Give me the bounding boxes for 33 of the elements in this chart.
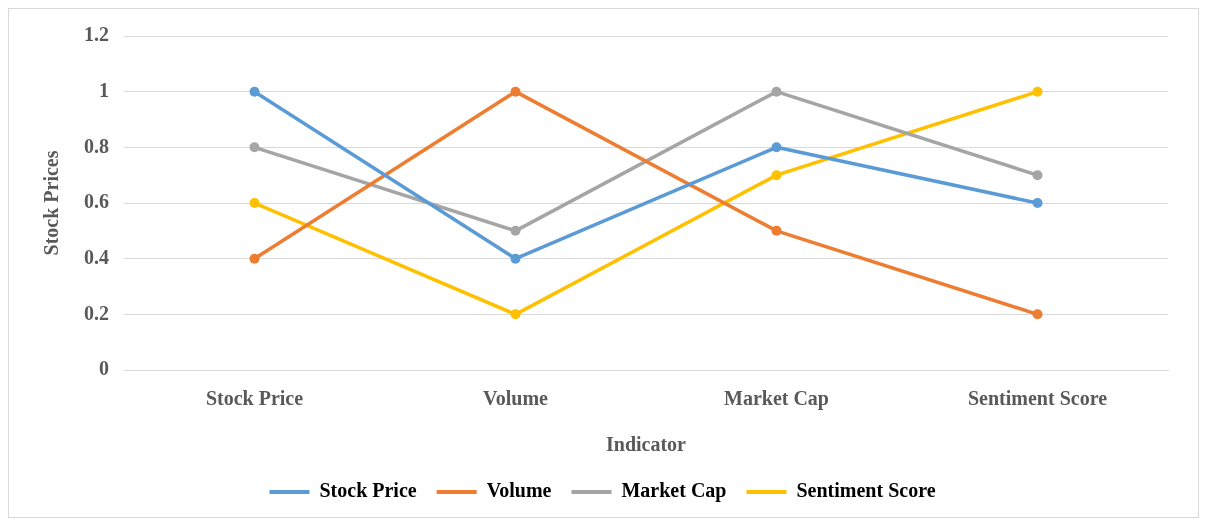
y-tick-label: 0.2 bbox=[84, 301, 109, 324]
y-tick-label: 0.8 bbox=[84, 134, 109, 157]
point bbox=[249, 198, 260, 208]
y-tick-label: 0.4 bbox=[84, 245, 109, 268]
y-tick-label: 1.2 bbox=[84, 23, 109, 46]
point bbox=[771, 142, 782, 153]
legend-label: Volume bbox=[486, 479, 552, 502]
point bbox=[510, 86, 521, 97]
y-tick-label: 1 bbox=[99, 78, 109, 101]
x-axis-title: Indicator bbox=[606, 433, 687, 456]
point bbox=[510, 225, 521, 236]
x-tick-label: Market Cap bbox=[724, 387, 829, 411]
legend-label: Stock Price bbox=[319, 479, 417, 502]
y-axis-title: Stock Prices bbox=[40, 150, 63, 256]
point bbox=[249, 253, 260, 264]
point bbox=[771, 170, 782, 181]
point bbox=[249, 142, 260, 153]
x-tick-label: Volume bbox=[483, 387, 549, 410]
legend-label: Market Cap bbox=[621, 479, 727, 503]
x-tick-label: Sentiment Score bbox=[967, 387, 1108, 410]
point bbox=[1032, 86, 1043, 97]
y-tick-label: 0.6 bbox=[84, 190, 109, 213]
point bbox=[510, 309, 521, 320]
point bbox=[771, 86, 782, 97]
point bbox=[249, 86, 260, 97]
y-tick-label: 0 bbox=[99, 357, 109, 380]
point bbox=[771, 225, 782, 236]
legend-label: Sentiment Score bbox=[796, 479, 936, 502]
point bbox=[510, 253, 521, 264]
point bbox=[1032, 198, 1043, 208]
point bbox=[1032, 170, 1043, 181]
x-tick-label: Stock Price bbox=[205, 387, 304, 410]
point bbox=[1032, 309, 1043, 320]
